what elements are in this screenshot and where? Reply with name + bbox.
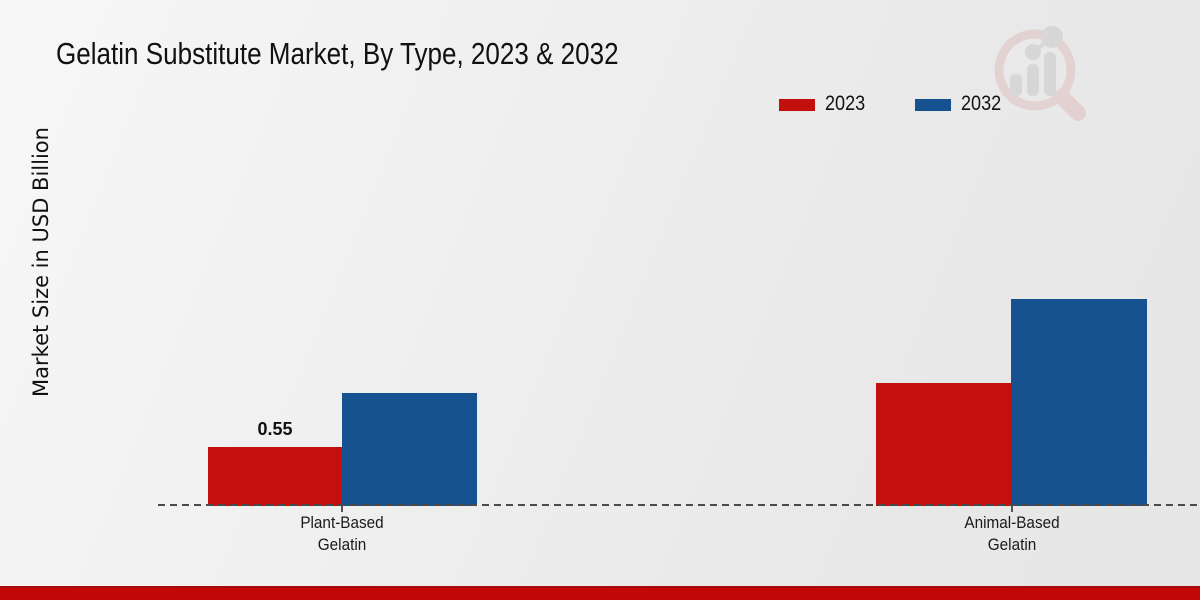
legend-label-2023: 2023 — [825, 92, 866, 115]
x-axis-dashed-baseline — [158, 504, 1200, 506]
bar-2032-animal-based — [1011, 299, 1147, 506]
category-label-plant-based: Plant-Based Gelatin — [252, 512, 432, 556]
legend: 2023 2032 — [778, 92, 1007, 116]
bar-2032-plant-based — [342, 393, 477, 506]
bar-2023-plant-based — [208, 447, 342, 506]
category-label-line1: Plant-Based — [300, 513, 384, 532]
brand-watermark-magnifier-chart-icon — [994, 26, 1086, 121]
y-axis-label: Market Size in USD Billion — [29, 127, 53, 397]
chart-title: Gelatin Substitute Market, By Type, 2023… — [56, 36, 619, 71]
legend-label-2032: 2032 — [960, 92, 1001, 115]
bottom-brand-strip — [0, 586, 1200, 600]
category-label-line2: Gelatin — [987, 535, 1037, 554]
x-axis-tick-plant — [341, 506, 343, 512]
legend-item-2032: 2032 — [913, 92, 1008, 116]
value-label-plant-2023: 0.55 — [257, 419, 293, 439]
legend-item-2023: 2023 — [778, 92, 872, 116]
legend-swatch-2032 — [913, 98, 952, 112]
category-label-line2: Gelatin — [317, 535, 367, 554]
legend-swatch-2023 — [778, 98, 816, 112]
category-label-animal-based: Animal-Based Gelatin — [922, 512, 1102, 556]
bar-2023-animal-based — [876, 383, 1011, 506]
category-label-line1: Animal-Based — [964, 513, 1060, 532]
x-axis-tick-animal — [1011, 506, 1013, 512]
